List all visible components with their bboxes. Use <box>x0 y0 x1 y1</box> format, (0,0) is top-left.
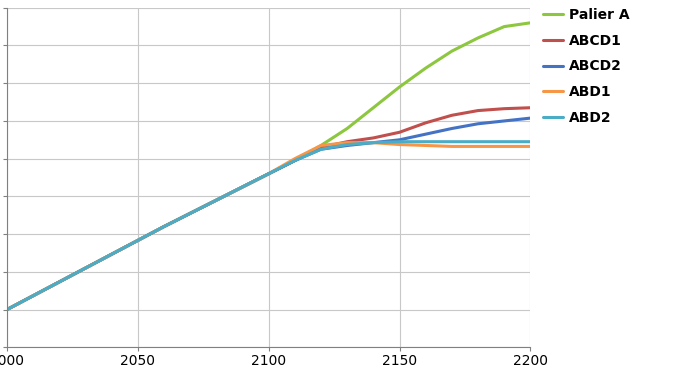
ABD2 <box>422 139 430 144</box>
ABCD2 <box>212 198 220 203</box>
ABD2 <box>291 158 299 163</box>
ABD2 <box>343 142 352 147</box>
ABCD1 <box>160 224 168 229</box>
ABD2 <box>526 139 534 144</box>
ABCD2 <box>448 126 456 131</box>
ABD1 <box>422 143 430 148</box>
Palier A <box>265 171 273 176</box>
ABCD2 <box>369 141 377 145</box>
ABCD2 <box>82 266 90 271</box>
ABCD1 <box>212 198 220 203</box>
Palier A <box>212 198 220 203</box>
ABD1 <box>3 307 11 312</box>
Line: ABCD2: ABCD2 <box>7 118 530 310</box>
ABD1 <box>500 144 509 149</box>
ABD1 <box>474 144 482 149</box>
ABCD2 <box>343 143 352 148</box>
ABD1 <box>396 142 404 147</box>
Palier A <box>82 266 90 271</box>
Legend: Palier A, ABCD1, ABCD2, ABD1, ABD2: Palier A, ABCD1, ABCD2, ABD1, ABD2 <box>543 8 630 125</box>
ABCD1 <box>82 266 90 271</box>
ABCD1 <box>317 145 325 150</box>
ABD2 <box>448 139 456 144</box>
Palier A <box>526 20 534 25</box>
ABD2 <box>265 171 273 176</box>
Line: ABCD1: ABCD1 <box>7 108 530 310</box>
Palier A <box>448 49 456 53</box>
ABCD1 <box>369 135 377 140</box>
ABD1 <box>160 224 168 229</box>
ABD1 <box>369 141 377 145</box>
ABCD1 <box>422 120 430 125</box>
Line: Palier A: Palier A <box>7 23 530 310</box>
ABCD1 <box>3 307 11 312</box>
ABCD2 <box>317 147 325 152</box>
ABCD2 <box>396 137 404 142</box>
ABD2 <box>3 307 11 312</box>
ABCD2 <box>422 132 430 137</box>
ABD2 <box>369 141 377 145</box>
Palier A <box>474 36 482 40</box>
ABD1 <box>212 198 220 203</box>
ABD2 <box>82 266 90 271</box>
ABD2 <box>396 139 404 144</box>
ABD2 <box>212 198 220 203</box>
ABCD2 <box>474 122 482 126</box>
Palier A <box>160 224 168 229</box>
ABCD1 <box>265 171 273 176</box>
ABCD1 <box>526 105 534 110</box>
ABCD2 <box>3 307 11 312</box>
Palier A <box>422 66 430 70</box>
ABCD1 <box>474 108 482 113</box>
ABD2 <box>500 139 509 144</box>
ABCD2 <box>265 171 273 176</box>
Palier A <box>369 105 377 110</box>
Palier A <box>3 307 11 312</box>
ABD1 <box>291 156 299 161</box>
ABD1 <box>265 171 273 176</box>
ABCD2 <box>500 119 509 123</box>
Palier A <box>500 24 509 29</box>
Line: ABD1: ABD1 <box>7 143 530 310</box>
Palier A <box>396 85 404 89</box>
ABD1 <box>448 144 456 149</box>
ABD1 <box>526 144 534 149</box>
ABCD1 <box>448 113 456 118</box>
Line: ABD2: ABD2 <box>7 142 530 310</box>
ABCD1 <box>343 139 352 144</box>
Palier A <box>317 143 325 148</box>
ABD1 <box>82 266 90 271</box>
Palier A <box>343 126 352 131</box>
ABD1 <box>343 141 352 145</box>
ABD1 <box>317 143 325 148</box>
ABCD2 <box>160 224 168 229</box>
ABD2 <box>160 224 168 229</box>
ABCD2 <box>291 158 299 163</box>
ABD2 <box>317 147 325 152</box>
ABD2 <box>474 139 482 144</box>
ABCD1 <box>291 158 299 163</box>
Palier A <box>291 158 299 163</box>
ABCD1 <box>396 130 404 135</box>
ABCD1 <box>500 107 509 111</box>
ABCD2 <box>526 116 534 120</box>
